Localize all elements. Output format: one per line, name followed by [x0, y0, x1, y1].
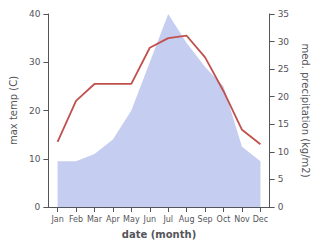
svg-text:May: May	[123, 215, 140, 224]
svg-text:10: 10	[278, 147, 290, 157]
svg-text:med. precipitation (kg/m2): med. precipitation (kg/m2)	[300, 43, 311, 177]
svg-text:Jun: Jun	[143, 215, 157, 224]
svg-text:Sep: Sep	[198, 215, 213, 224]
svg-text:40: 40	[29, 9, 41, 19]
svg-text:Jul: Jul	[162, 215, 173, 224]
svg-text:Dec: Dec	[253, 215, 268, 224]
svg-text:0: 0	[278, 202, 284, 212]
svg-text:25: 25	[278, 64, 289, 74]
svg-text:Mar: Mar	[87, 215, 103, 224]
svg-text:Feb: Feb	[69, 215, 83, 224]
svg-text:30: 30	[29, 57, 41, 67]
svg-text:Aug: Aug	[179, 215, 195, 224]
svg-text:35: 35	[278, 9, 289, 19]
svg-text:date (month): date (month)	[122, 229, 196, 240]
svg-text:max temp (C): max temp (C)	[8, 76, 19, 145]
svg-text:15: 15	[278, 119, 289, 129]
svg-text:Nov: Nov	[234, 215, 250, 224]
svg-text:30: 30	[278, 37, 290, 47]
svg-text:Apr: Apr	[106, 215, 121, 224]
svg-text:Jan: Jan	[50, 215, 63, 224]
svg-text:Oct: Oct	[217, 215, 231, 224]
svg-text:20: 20	[278, 92, 290, 102]
svg-text:20: 20	[29, 106, 41, 116]
svg-text:5: 5	[278, 174, 284, 184]
svg-text:10: 10	[29, 154, 41, 164]
svg-text:0: 0	[35, 202, 41, 212]
